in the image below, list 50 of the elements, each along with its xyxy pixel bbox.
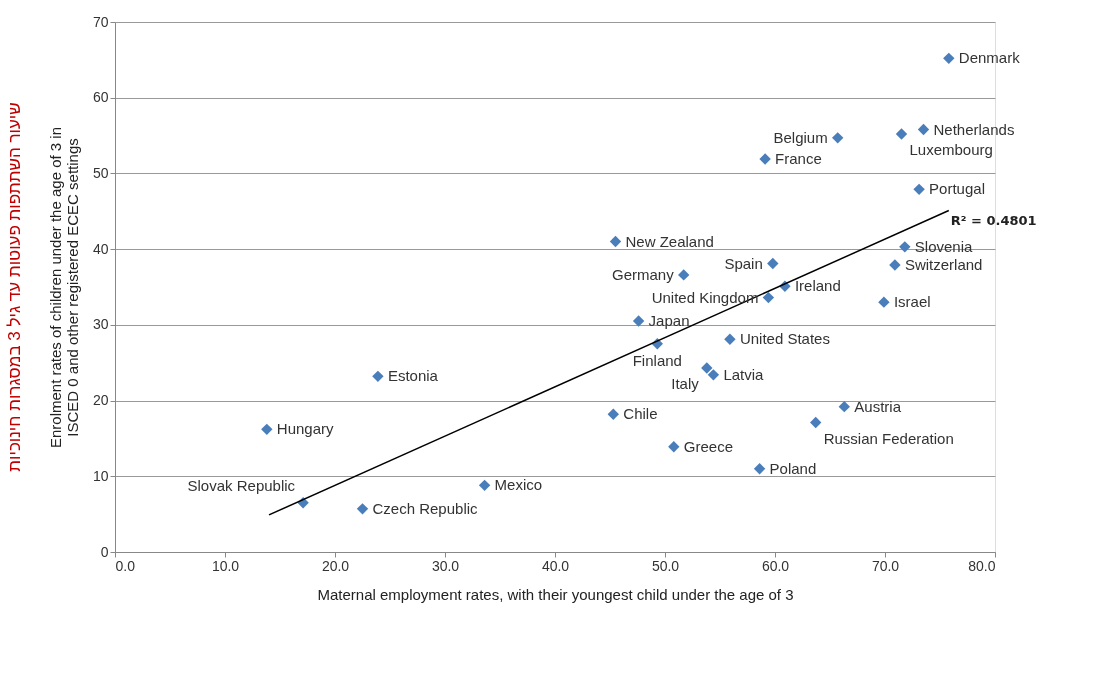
x-tick-label: 40.0 — [541, 557, 570, 574]
y-tick-label: 50 — [92, 164, 109, 181]
annotation: Ireland — [794, 277, 841, 295]
annotation: Denmark — [958, 49, 1021, 67]
x-tick-label: 0.0 — [115, 557, 136, 574]
annotation: Poland — [769, 459, 817, 477]
annotation: Spain — [724, 254, 763, 272]
y-tick-label: 10 — [92, 467, 109, 484]
annotation: Latvia — [723, 365, 765, 383]
annotation: R² = 0.4801 — [950, 212, 1037, 228]
annotation: Germany — [612, 265, 675, 283]
annotation: Switzerland — [904, 256, 983, 274]
annotation: Luxembourg — [909, 141, 993, 159]
x-tick-label: 30.0 — [431, 557, 460, 574]
x-tick-label: 80.0 — [968, 557, 996, 574]
annotation: Mexico — [494, 476, 543, 494]
annotation: Portugal — [929, 180, 985, 198]
annotation: Russian Federation — [823, 429, 954, 447]
annotation: United Kingdom — [651, 288, 759, 306]
x-tick-label: 50.0 — [651, 557, 680, 574]
annotation: Estonia — [387, 367, 439, 385]
annotation: Finland — [632, 351, 682, 369]
annotation: New Zealand — [625, 232, 714, 250]
annotation: Israel — [893, 293, 931, 311]
annotation: Japan — [648, 312, 690, 330]
y-axis-title: Enrolment rates of children under the age of 3 in ISCED 0 and other registered ECEC settings — [46, 126, 81, 449]
y-tick-label: 70 — [92, 13, 109, 30]
annotation: United States — [739, 330, 830, 348]
annotation: France — [775, 150, 822, 168]
x-tick-label: 70.0 — [871, 557, 900, 574]
text: שיעור השתתפות פעוטות עד גיל 3 במסגרות חינוכיות — [5, 102, 24, 472]
annotation: Hungary — [276, 420, 334, 438]
annotation: Czech Republic — [372, 499, 479, 517]
annotation: Italy — [671, 375, 700, 393]
x-tick-label: 10.0 — [211, 557, 240, 574]
y-tick-label: 20 — [92, 392, 109, 409]
x-axis-title: Maternal employment rates, with their youngest child under the age of 3 — [317, 585, 794, 603]
annotation: Greece — [683, 437, 733, 455]
x-tick-label: 60.0 — [761, 557, 790, 574]
annotation: Belgium — [773, 128, 828, 146]
y-tick-label: 60 — [92, 89, 109, 106]
x-tick-label: 20.0 — [321, 557, 350, 574]
annotation: Netherlands — [933, 120, 1015, 138]
y-tick-label: 30 — [92, 316, 109, 333]
annotation: Austria — [854, 397, 902, 415]
y-tick-label: 0 — [100, 543, 109, 560]
annotation: Slovenia — [914, 237, 973, 255]
annotation: Slovak Republic — [187, 476, 296, 494]
annotation: Chile — [623, 405, 658, 423]
y-tick-label: 40 — [92, 240, 109, 257]
